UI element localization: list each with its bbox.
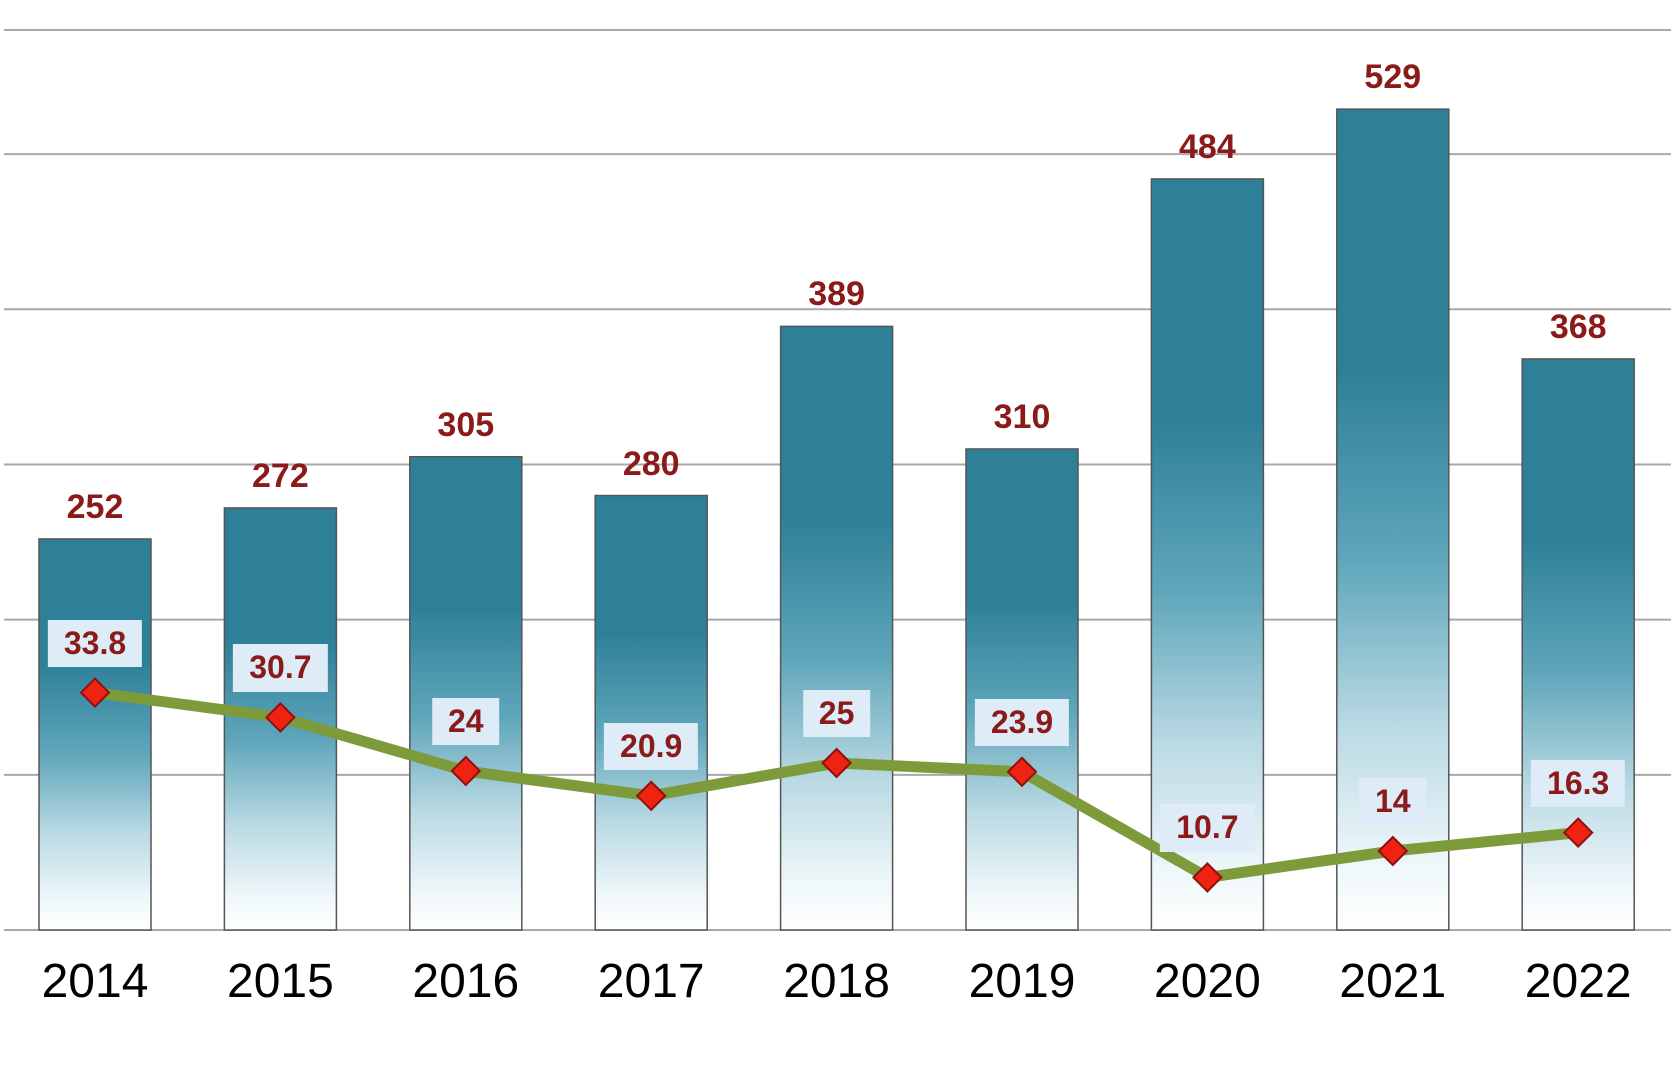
line-marker-2022 <box>1562 817 1594 849</box>
line-marker-2019 <box>1006 756 1038 788</box>
line-marker-2021 <box>1377 835 1409 867</box>
bar-2021 <box>1336 108 1450 931</box>
line-marker-2017 <box>635 780 667 812</box>
bar-2020 <box>1150 178 1265 931</box>
bar-2014 <box>38 538 152 931</box>
line-marker-2015 <box>264 701 296 733</box>
line-marker-2018 <box>821 747 853 779</box>
bar-2019 <box>965 448 1079 931</box>
bar-2018 <box>779 325 894 931</box>
line-marker-2020 <box>1191 861 1223 893</box>
bar-2016 <box>409 455 523 931</box>
bar-2017 <box>594 494 708 931</box>
line-marker-2016 <box>450 755 482 787</box>
line-marker-2014 <box>79 677 111 709</box>
